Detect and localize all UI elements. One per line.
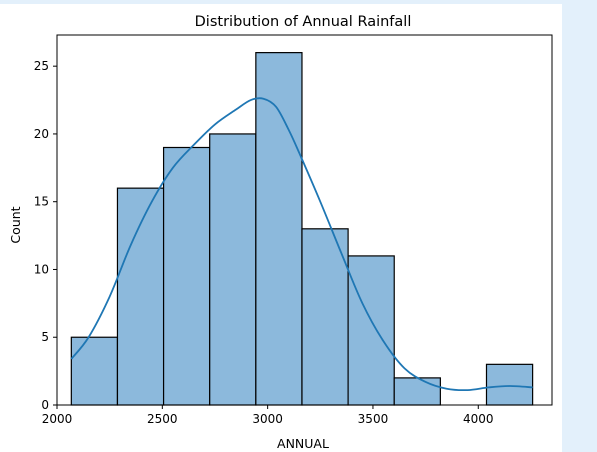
x-tick-label: 2000 bbox=[42, 412, 73, 426]
bars-layer bbox=[70, 52, 534, 406]
x-tick-label: 2500 bbox=[147, 412, 178, 426]
y-tick-label: 25 bbox=[34, 59, 49, 73]
histogram-bar bbox=[393, 377, 441, 406]
y-tick-label: 5 bbox=[41, 330, 49, 344]
y-tick-label: 0 bbox=[41, 398, 49, 412]
chart-title: Distribution of Annual Rainfall bbox=[195, 14, 412, 30]
kde-curve bbox=[70, 97, 533, 392]
plot-frame bbox=[56, 34, 553, 406]
histogram-bar bbox=[70, 336, 119, 406]
y-axis-label: Count bbox=[8, 206, 23, 243]
y-tick-label: 15 bbox=[34, 195, 49, 209]
y-tick-label: 20 bbox=[34, 127, 49, 141]
x-axis-label: ANNUAL bbox=[277, 436, 329, 451]
x-tick-label: 3500 bbox=[358, 412, 389, 426]
x-axis: 2000 2500 3000 3500 4000 bbox=[42, 405, 494, 426]
histogram-bar bbox=[255, 52, 303, 406]
x-tick-label: 3000 bbox=[252, 412, 283, 426]
histogram-bar bbox=[116, 187, 165, 406]
figure: Distribution of Annual Rainfall 2000 2500… bbox=[0, 4, 562, 452]
histogram-bar bbox=[209, 133, 257, 406]
histogram-bar bbox=[162, 146, 211, 406]
histogram-bar bbox=[485, 363, 534, 406]
histogram-bar bbox=[347, 255, 395, 406]
x-tick-label: 4000 bbox=[463, 412, 494, 426]
histogram-bar bbox=[301, 228, 349, 406]
y-axis: 0 5 10 15 20 25 bbox=[34, 59, 57, 412]
y-tick-label: 10 bbox=[34, 262, 49, 276]
histogram-chart: Distribution of Annual Rainfall 2000 2500… bbox=[8, 14, 553, 451]
